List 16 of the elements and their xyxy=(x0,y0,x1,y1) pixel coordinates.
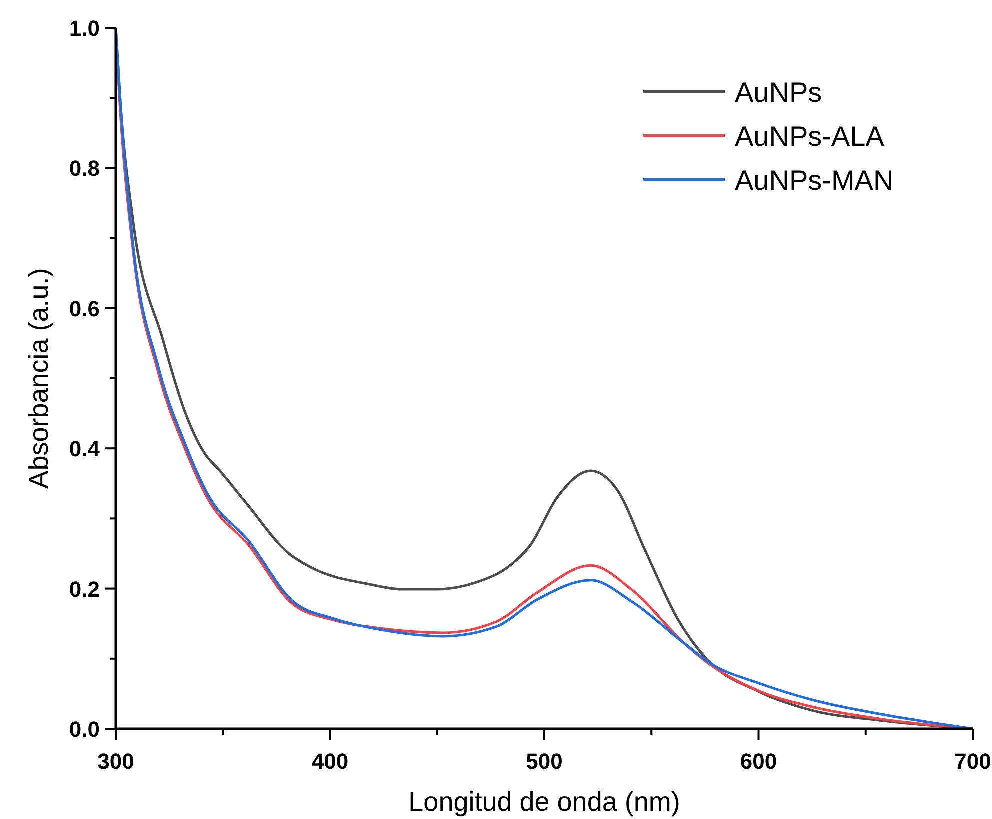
x-tick-label: 300 xyxy=(98,749,134,774)
y-tick-label: 0.8 xyxy=(69,156,100,182)
x-axis-title: Longitud de onda (nm) xyxy=(408,787,680,817)
y-tick-label: 0.0 xyxy=(69,717,100,742)
y-tick-label: 0.4 xyxy=(69,436,101,462)
x-tick-label: 600 xyxy=(740,749,778,774)
x-tick-label: 500 xyxy=(526,749,563,774)
y-tick-label: 0.2 xyxy=(69,576,100,602)
legend-label: AuNPs xyxy=(735,77,822,108)
x-tick-label: 400 xyxy=(312,749,349,774)
y-tick-label: 1.0 xyxy=(69,16,100,41)
x-tick-label: 700 xyxy=(954,749,992,774)
y-axis-title: Absorbancia (a.u.) xyxy=(24,268,54,489)
legend-label: AuNPs-MAN xyxy=(735,165,894,196)
y-tick-label: 0.6 xyxy=(69,296,100,322)
legend-label: AuNPs-ALA xyxy=(735,121,885,152)
